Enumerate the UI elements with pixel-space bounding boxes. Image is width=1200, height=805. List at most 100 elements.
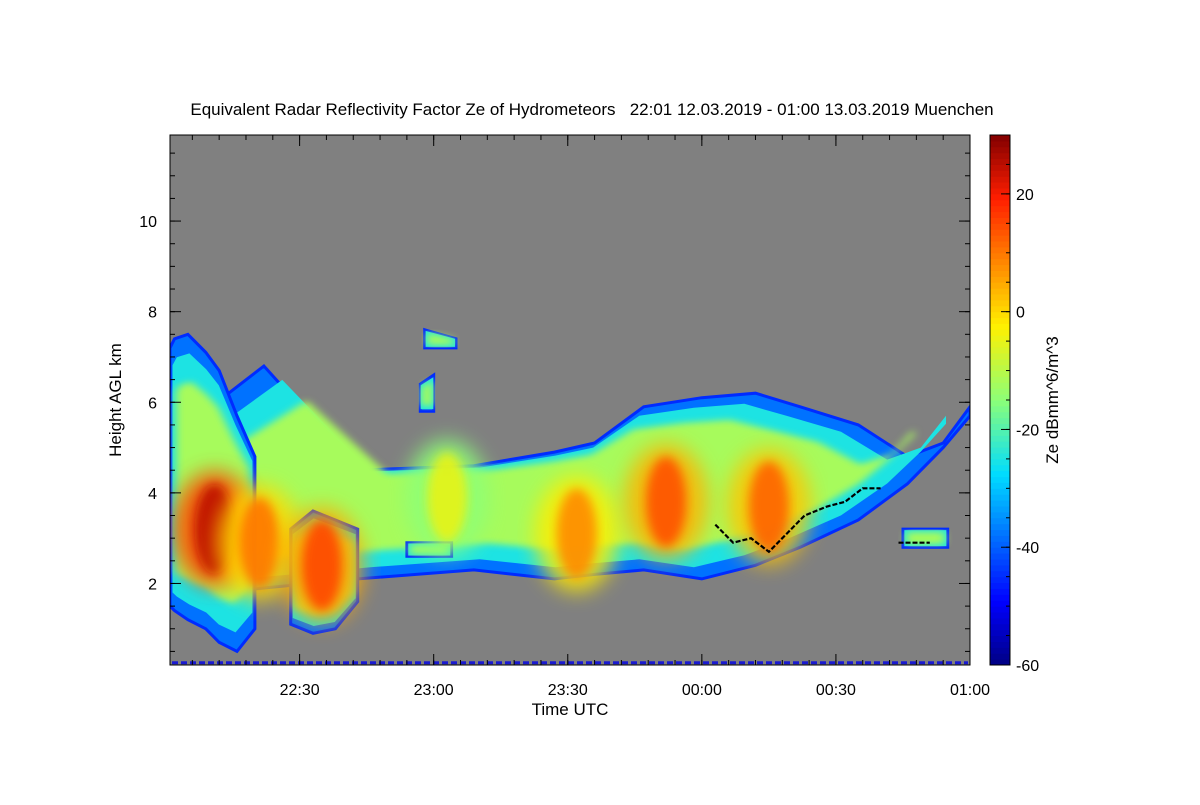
colorbar-segment xyxy=(990,229,1010,236)
y-tick-label: 10 xyxy=(139,214,157,231)
colorbar-segment xyxy=(990,317,1010,324)
colorbar-segment xyxy=(990,400,1010,407)
x-tick-label: 23:30 xyxy=(548,682,588,699)
colorbar-segment xyxy=(990,570,1010,578)
colorbar-segment xyxy=(990,541,1010,548)
colorbar-label: Ze dBmm^6/m^3 xyxy=(1043,336,1062,463)
y-axis: 2 4 6 8 10 xyxy=(139,152,970,652)
colorbar-tick-label: -60 xyxy=(1016,658,1039,675)
colorbar-segment xyxy=(990,140,1010,148)
colorbar-segment xyxy=(990,199,1010,207)
reflectivity-core xyxy=(556,488,597,579)
colorbar-segment xyxy=(990,488,1010,495)
colorbar-segment xyxy=(990,394,1010,401)
colorbar-segment xyxy=(990,358,1010,366)
colorbar-segment xyxy=(990,170,1010,177)
colorbar-segment xyxy=(990,405,1010,413)
plot-frame xyxy=(169,134,971,666)
colorbar-segment xyxy=(990,623,1010,631)
colorbar-segment xyxy=(990,164,1010,171)
colorbar-segment xyxy=(990,547,1010,554)
x-axis: 22:30 23:00 23:30 00:00 00:30 01:00 xyxy=(191,135,990,699)
colorbar-segment xyxy=(990,582,1010,589)
colorbar-tick-label: -20 xyxy=(1016,422,1039,439)
x-tick-label: 22:30 xyxy=(280,682,320,699)
colorbar-segment xyxy=(990,511,1010,519)
colorbar-segment xyxy=(990,559,1010,566)
colorbar-segment xyxy=(990,453,1010,460)
colorbar-segment xyxy=(990,217,1010,224)
colorbar-segment xyxy=(990,647,1010,654)
colorbar-tick-label: 0 xyxy=(1016,305,1025,322)
colorbar-segment xyxy=(990,241,1010,248)
y-tick-label: 2 xyxy=(148,576,157,593)
colorbar-segment xyxy=(990,311,1010,319)
colorbar-segment xyxy=(990,335,1010,342)
colorbar-segment xyxy=(990,641,1010,648)
reflectivity-core xyxy=(646,456,687,547)
reflectivity-core xyxy=(748,461,789,552)
echo-layer xyxy=(170,327,970,665)
colorbar-segment xyxy=(990,276,1010,283)
colorbar-segment xyxy=(990,323,1010,330)
colorbar-segment xyxy=(990,523,1010,531)
colorbar-segment xyxy=(990,535,1010,542)
colorbar-segment xyxy=(990,270,1010,277)
colorbar-segment xyxy=(990,411,1010,419)
colorbar-segment xyxy=(990,500,1010,507)
colorbar-segment xyxy=(990,146,1010,154)
colorbar-segment xyxy=(990,258,1010,266)
colorbar-segment xyxy=(990,205,1010,213)
y-tick-label: 6 xyxy=(148,395,157,412)
colorbar-segment xyxy=(990,305,1010,313)
x-tick-label: 00:30 xyxy=(816,682,856,699)
colorbar-segment xyxy=(990,211,1010,218)
colorbar-segment xyxy=(990,629,1010,637)
colorbar-segment xyxy=(990,158,1010,165)
colorbar-segment xyxy=(990,223,1010,230)
colorbar-segment xyxy=(990,423,1010,430)
colorbar-segment xyxy=(990,152,1010,160)
colorbar-tick-label: -40 xyxy=(1016,540,1039,557)
y-axis-label: Height AGL km xyxy=(106,343,125,457)
colorbar-segment xyxy=(990,464,1010,472)
colorbar-segment xyxy=(990,659,1010,666)
reflectivity-core xyxy=(239,497,280,588)
colorbar-segment xyxy=(990,288,1010,295)
colorbar-segment xyxy=(990,517,1010,525)
colorbar-segment xyxy=(990,612,1010,619)
colorbar-segment xyxy=(990,435,1010,442)
y-tick-label: 8 xyxy=(148,305,157,322)
x-tick-label: 00:00 xyxy=(682,682,722,699)
colorbar-segment xyxy=(990,364,1010,372)
colorbar-segment xyxy=(990,388,1010,395)
colorbar-segment xyxy=(990,341,1010,348)
colorbar-segment xyxy=(990,458,1010,466)
reflectivity-core xyxy=(301,520,342,611)
x-tick-label: 23:00 xyxy=(414,682,454,699)
colorbar-segment xyxy=(990,594,1010,601)
colorbar-segment xyxy=(990,494,1010,501)
colorbar-segment xyxy=(990,441,1010,448)
colorbar-segment xyxy=(990,617,1010,625)
chart-title: Equivalent Radar Reflectivity Factor Ze … xyxy=(190,100,993,119)
colorbar-segment xyxy=(990,235,1010,242)
colorbar-segment xyxy=(990,294,1010,301)
colorbar-segment xyxy=(990,193,1010,201)
colorbar-segment xyxy=(990,382,1010,389)
x-axis-label: Time UTC xyxy=(532,700,609,719)
colorbar-segment xyxy=(990,600,1010,607)
colorbar-segment xyxy=(990,264,1010,271)
colorbar-segment xyxy=(990,476,1010,483)
colorbar-segment xyxy=(990,470,1010,478)
colorbar-segment xyxy=(990,246,1010,254)
colorbar-segment xyxy=(990,182,1010,189)
echo-region-mid-fragment-2 xyxy=(421,380,433,406)
colorbar-segment xyxy=(990,282,1010,289)
colorbar-segment xyxy=(990,135,1010,142)
colorbar-segment xyxy=(990,352,1010,360)
colorbar-segment xyxy=(990,588,1010,595)
colorbar-segment xyxy=(990,347,1010,354)
